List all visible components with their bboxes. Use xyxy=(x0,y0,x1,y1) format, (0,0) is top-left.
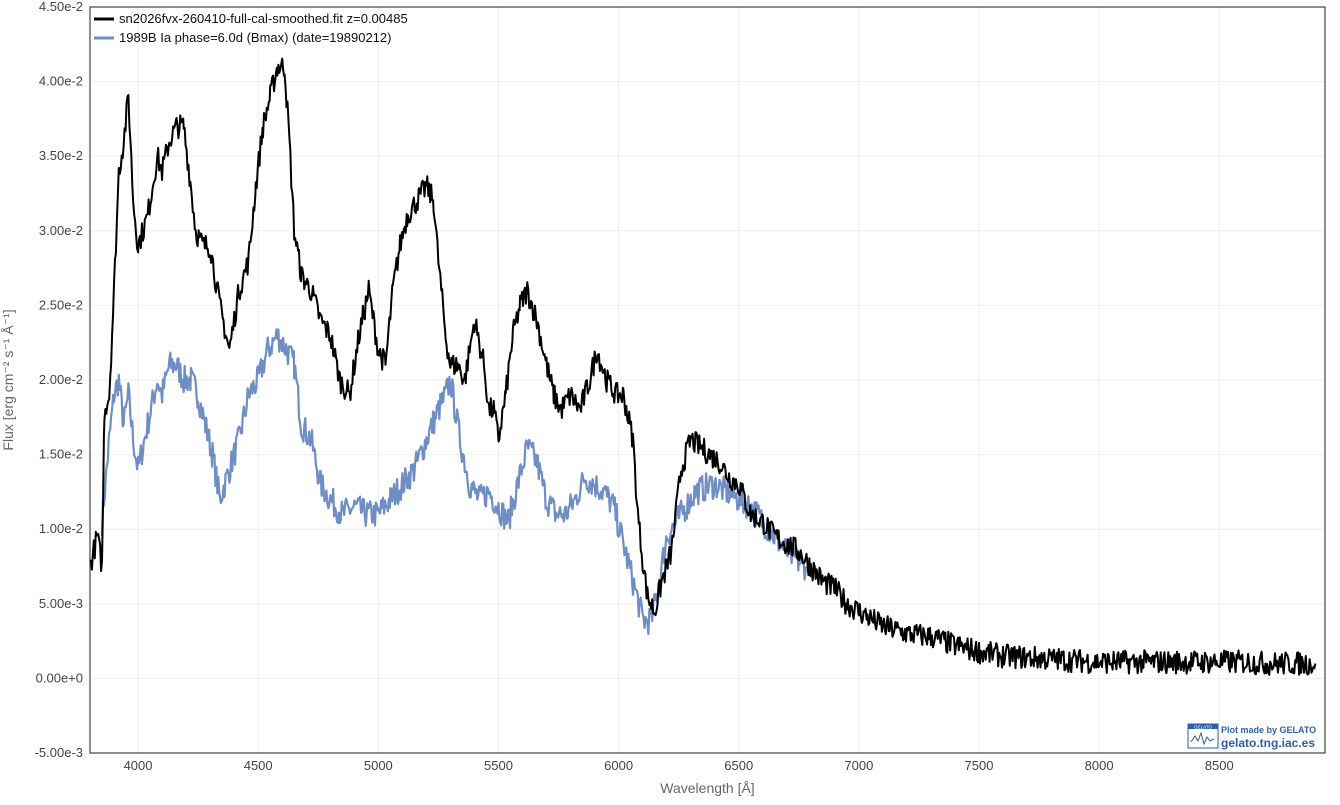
series-line-1989B xyxy=(100,328,808,636)
y-tick-label: 2.00e-2 xyxy=(39,372,83,387)
x-axis-title: Wavelength [Å] xyxy=(660,780,754,796)
y-axis-ticks: -5.00e-3 0.00e+0 5.00e-3 1.00e-2 1.50e-2 2.00… xyxy=(35,0,83,760)
gelato-logo-band xyxy=(1188,724,1218,729)
x-tick-label: 6500 xyxy=(724,758,753,773)
y-axis-title: Flux [erg cm⁻² s⁻¹ Å⁻¹] xyxy=(0,309,16,450)
y-tick-label: 0.00e+0 xyxy=(36,670,83,685)
gelato-logo-spectrum-icon xyxy=(1190,731,1215,746)
legend-label-1989B: 1989B Ia phase=6.0d (Bmax) (date=1989021… xyxy=(119,30,391,45)
y-tick-label: 1.50e-2 xyxy=(39,447,83,462)
x-tick-label: 8000 xyxy=(1085,758,1114,773)
y-tick-label: 3.00e-2 xyxy=(39,223,83,238)
credit-line-2: gelato.tng.iac.es xyxy=(1221,736,1315,750)
x-tick-label: 7000 xyxy=(844,758,873,773)
x-tick-label: 7500 xyxy=(965,758,994,773)
y-tick-label: 3.50e-2 xyxy=(39,148,83,163)
legend-label-sn2026fvx: sn2026fvx-260410-full-cal-smoothed.fit z… xyxy=(119,11,408,26)
legend: sn2026fvx-260410-full-cal-smoothed.fit z… xyxy=(94,11,408,45)
series-line-sn2026fvx xyxy=(89,57,1317,676)
x-axis-ticks: 4000 4500 5000 5500 6000 6500 7000 7500 8000 8500 xyxy=(124,758,1234,773)
x-tick-label: 4500 xyxy=(244,758,273,773)
gelato-credit: GELATO Plot made by GELATO gelato.tng.ia… xyxy=(1187,723,1316,750)
x-tick-label: 8500 xyxy=(1205,758,1234,773)
x-tick-label: 4000 xyxy=(124,758,153,773)
x-tick-label: 5000 xyxy=(364,758,393,773)
x-tick-label: 6000 xyxy=(604,758,633,773)
y-tick-label: 4.50e-2 xyxy=(39,0,83,14)
series-layer xyxy=(89,57,1317,676)
y-tick-label: 1.00e-2 xyxy=(39,521,83,536)
x-tick-label: 5500 xyxy=(484,758,513,773)
y-tick-label: 2.50e-2 xyxy=(39,297,83,312)
y-tick-label: 4.00e-2 xyxy=(39,74,83,89)
y-tick-label: 5.00e-3 xyxy=(39,596,83,611)
grid xyxy=(90,6,1325,754)
y-tick-label: -5.00e-3 xyxy=(35,745,83,760)
gelato-logo-text: GELATO xyxy=(1194,725,1212,730)
plot-frame xyxy=(89,6,1326,754)
credit-line-1: Plot made by GELATO xyxy=(1221,725,1316,735)
